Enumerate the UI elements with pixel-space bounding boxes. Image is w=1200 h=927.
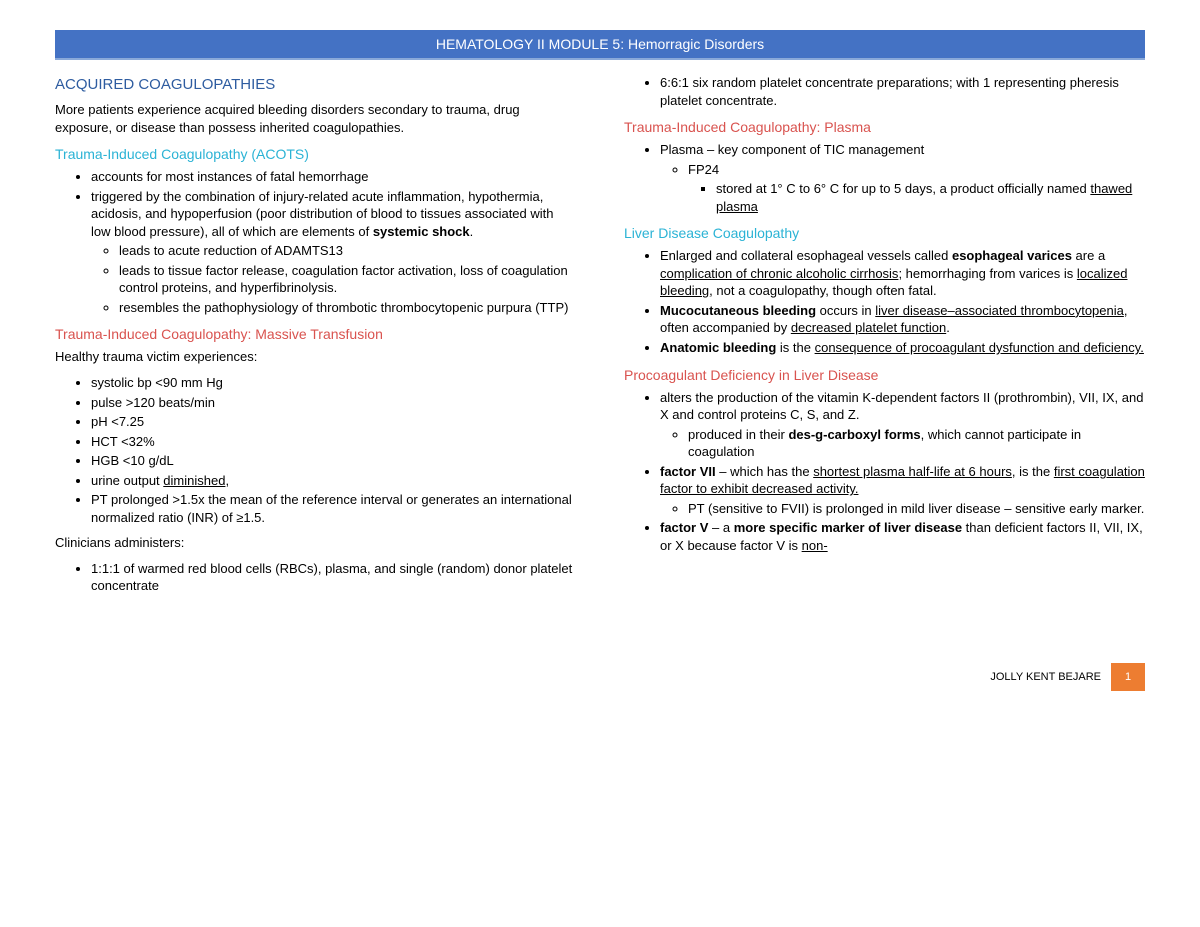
paragraph: Clinicians administers:: [55, 534, 576, 552]
subsection-heading: Procoagulant Deficiency in Liver Disease: [624, 367, 1145, 383]
document-page: HEMATOLOGY II MODULE 5: Hemorragic Disor…: [0, 0, 1200, 711]
bullet-list: systolic bp <90 mm Hg pulse >120 beats/m…: [55, 374, 576, 526]
list-item: resembles the pathophysiology of thrombo…: [119, 299, 576, 317]
list-item: triggered by the combination of injury-r…: [91, 188, 576, 317]
footer-author: JOLLY KENT BEJARE: [990, 671, 1111, 683]
list-item: systolic bp <90 mm Hg: [91, 374, 576, 392]
list-item: Anatomic bleeding is the consequence of …: [660, 339, 1145, 357]
paragraph: Healthy trauma victim experiences:: [55, 348, 576, 366]
sub-list: produced in their des-g-carboxyl forms, …: [660, 426, 1145, 461]
list-item: Plasma – key component of TIC management…: [660, 141, 1145, 215]
list-item: HCT <32%: [91, 433, 576, 451]
bullet-list: 1:1:1 of warmed red blood cells (RBCs), …: [55, 560, 576, 595]
list-item: alters the production of the vitamin K-d…: [660, 389, 1145, 461]
list-item: accounts for most instances of fatal hem…: [91, 168, 576, 186]
list-item: urine output diminished,: [91, 472, 576, 490]
list-item: stored at 1° C to 6° C for up to 5 days,…: [716, 180, 1145, 215]
subsection-heading: Trauma-Induced Coagulopathy: Plasma: [624, 119, 1145, 135]
list-item: 1:1:1 of warmed red blood cells (RBCs), …: [91, 560, 576, 595]
list-item: Enlarged and collateral esophageal vesse…: [660, 247, 1145, 300]
page-footer: JOLLY KENT BEJARE1: [55, 663, 1145, 691]
list-item: factor VII – which has the shortest plas…: [660, 463, 1145, 518]
bullet-list: 6:6:1 six random platelet concentrate pr…: [624, 74, 1145, 109]
left-column: ACQUIRED COAGULOPATHIES More patients ex…: [55, 72, 576, 603]
content-columns: ACQUIRED COAGULOPATHIES More patients ex…: [55, 72, 1145, 603]
list-item: pulse >120 beats/min: [91, 394, 576, 412]
list-item: leads to tissue factor release, coagulat…: [119, 262, 576, 297]
section-heading: ACQUIRED COAGULOPATHIES: [55, 76, 576, 93]
list-item: HGB <10 g/dL: [91, 452, 576, 470]
right-column: 6:6:1 six random platelet concentrate pr…: [624, 72, 1145, 603]
bullet-list: accounts for most instances of fatal hem…: [55, 168, 576, 316]
subsection-heading: Trauma-Induced Coagulopathy (ACOTS): [55, 146, 576, 162]
subsection-heading: Liver Disease Coagulopathy: [624, 225, 1145, 241]
list-item: 6:6:1 six random platelet concentrate pr…: [660, 74, 1145, 109]
module-header: HEMATOLOGY II MODULE 5: Hemorragic Disor…: [55, 30, 1145, 60]
list-item: FP24 stored at 1° C to 6° C for up to 5 …: [688, 161, 1145, 216]
list-item: PT (sensitive to FVII) is prolonged in m…: [688, 500, 1145, 518]
sub-sub-list: stored at 1° C to 6° C for up to 5 days,…: [688, 180, 1145, 215]
sub-list: FP24 stored at 1° C to 6° C for up to 5 …: [660, 161, 1145, 216]
sub-list: leads to acute reduction of ADAMTS13 lea…: [91, 242, 576, 316]
paragraph: More patients experience acquired bleedi…: [55, 101, 576, 136]
bullet-list: Enlarged and collateral esophageal vesse…: [624, 247, 1145, 356]
list-item: PT prolonged >1.5x the mean of the refer…: [91, 491, 576, 526]
list-item: Mucocutaneous bleeding occurs in liver d…: [660, 302, 1145, 337]
page-number: 1: [1111, 663, 1145, 691]
module-title: HEMATOLOGY II MODULE 5: Hemorragic Disor…: [436, 36, 764, 52]
sub-list: PT (sensitive to FVII) is prolonged in m…: [660, 500, 1145, 518]
bullet-list: Plasma – key component of TIC management…: [624, 141, 1145, 215]
bullet-list: alters the production of the vitamin K-d…: [624, 389, 1145, 555]
list-item: pH <7.25: [91, 413, 576, 431]
list-item: factor V – a more specific marker of liv…: [660, 519, 1145, 554]
list-item: leads to acute reduction of ADAMTS13: [119, 242, 576, 260]
list-item: produced in their des-g-carboxyl forms, …: [688, 426, 1145, 461]
subsection-heading: Trauma-Induced Coagulopathy: Massive Tra…: [55, 326, 576, 342]
